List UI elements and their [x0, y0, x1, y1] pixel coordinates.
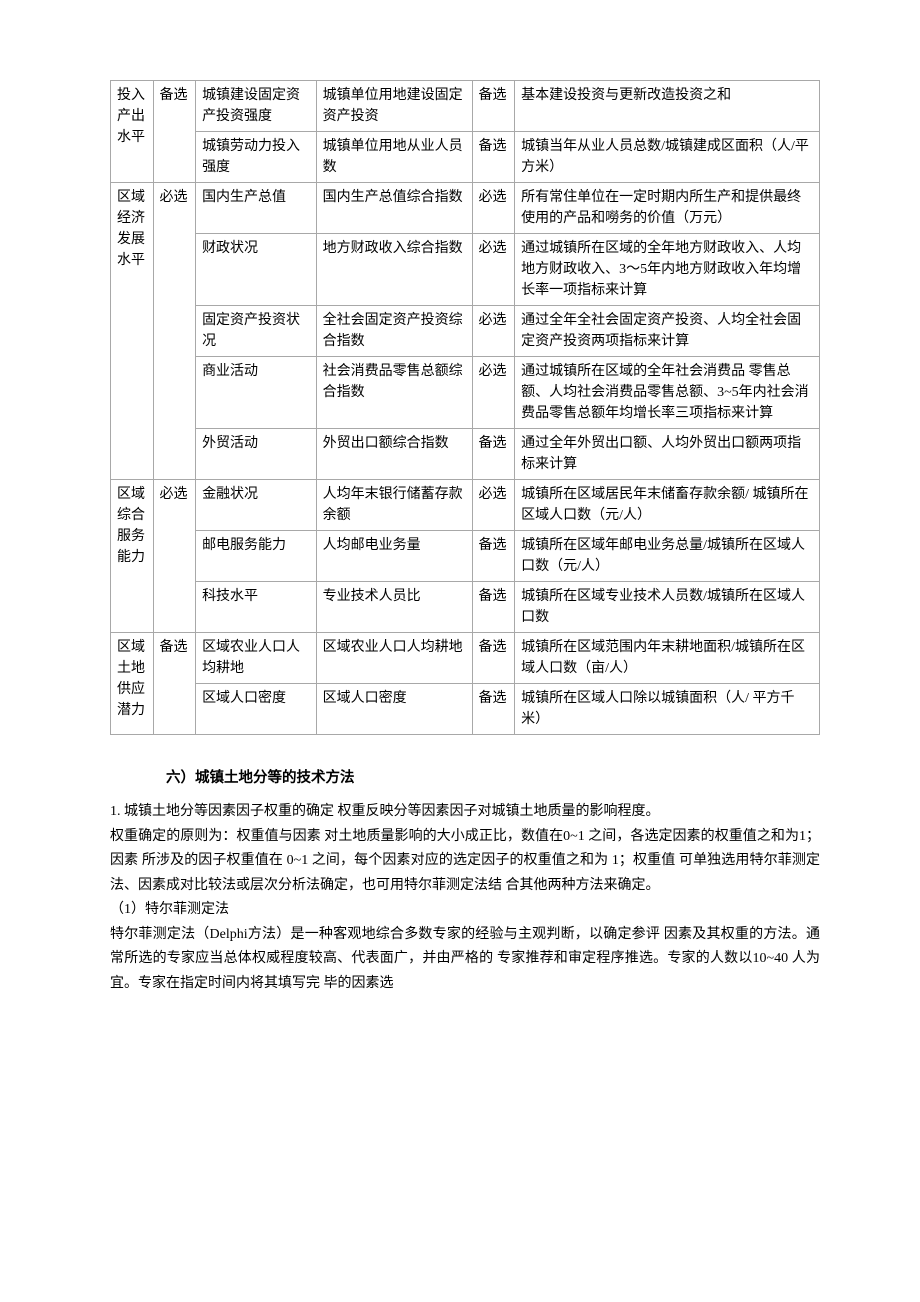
- cell-description: 通过全年全社会固定资产投资、人均全社会固定资产投资两项指标来计算: [515, 306, 820, 357]
- cell-factor: 科技水平: [196, 582, 317, 633]
- cell-index: 区域人口密度: [316, 684, 472, 735]
- cell-select-type: 备选: [153, 633, 196, 735]
- cell-description: 城镇所在区域范围内年末耕地面积/城镇所在区域人口数（亩/人）: [515, 633, 820, 684]
- section-body: 1. 城镇土地分等因素因子权重的确定 权重反映分等因素因子对城镇土地质量的影响程…: [110, 800, 820, 996]
- cell-description: 通过城镇所在区域的全年地方财政收入、人均地方财政收入、3～5年内地方财政收入年均…: [515, 234, 820, 306]
- cell-index: 人均邮电业务量: [316, 531, 472, 582]
- document-page: 投入产出水平备选城镇建设固定资产投资强度城镇单位用地建设固定资产投资备选基本建设…: [0, 0, 920, 1302]
- cell-select2: 必选: [472, 234, 515, 306]
- table-row: 区域综合服务能力必选金融状况人均年末银行储蓄存款余额必选城镇所在区域居民年末储畜…: [111, 480, 820, 531]
- cell-index: 专业技术人员比: [316, 582, 472, 633]
- cell-description: 城镇所在区域居民年末储畜存款余额/ 城镇所在区域人口数（元/人）: [515, 480, 820, 531]
- paragraph-2-head: （1）特尔菲测定法: [110, 898, 820, 923]
- cell-category: 区域综合服务能力: [111, 480, 154, 633]
- cell-description: 所有常住单位在一定时期内所生产和提供最终 使用的产品和嘮务的价值（万元）: [515, 183, 820, 234]
- cell-select2: 必选: [472, 306, 515, 357]
- cell-select2: 必选: [472, 357, 515, 429]
- cell-factor: 外贸活动: [196, 429, 317, 480]
- cell-category: 投入产出水平: [111, 81, 154, 183]
- cell-index: 外贸出口额综合指数: [316, 429, 472, 480]
- cell-select2: 备选: [472, 582, 515, 633]
- cell-factor: 财政状况: [196, 234, 317, 306]
- table-row: 科技水平专业技术人员比备选城镇所在区域专业技术人员数/城镇所在区域人口数: [111, 582, 820, 633]
- table-row: 区域人口密度区域人口密度备选城镇所在区域人口除以城镇面积（人/ 平方千米）: [111, 684, 820, 735]
- cell-category: 区域经济发展水平: [111, 183, 154, 480]
- cell-description: 通过城镇所在区域的全年社会消费品 零售总额、人均社会消费品零售总额、3~5年内社…: [515, 357, 820, 429]
- cell-index: 国内生产总值综合指数: [316, 183, 472, 234]
- cell-factor: 城镇建设固定资产投资强度: [196, 81, 317, 132]
- table-row: 财政状况地方财政收入综合指数必选通过城镇所在区域的全年地方财政收入、人均地方财政…: [111, 234, 820, 306]
- table-row: 外贸活动外贸出口额综合指数备选通过全年外贸出口额、人均外贸出口额两项指标来计算: [111, 429, 820, 480]
- cell-select-type: 备选: [153, 81, 196, 183]
- paragraph-1-body: 权重确定的原则为：权重值与因素 对土地质量影响的大小成正比，数值在0~1 之间，…: [110, 825, 820, 899]
- paragraph-2-body: 特尔菲测定法（Delphi方法）是一种客观地综合多数专家的经验与主观判断，以确定…: [110, 923, 820, 997]
- cell-factor: 国内生产总值: [196, 183, 317, 234]
- cell-factor: 区域农业人口人均耕地: [196, 633, 317, 684]
- section-title: 六）城镇土地分等的技术方法: [166, 767, 820, 790]
- table-row: 固定资产投资状况全社会固定资产投资综合指数必选通过全年全社会固定资产投资、人均全…: [111, 306, 820, 357]
- cell-description: 城镇当年从业人员总数/城镇建成区面积（人/平方米）: [515, 132, 820, 183]
- table-row: 区域经济发展水平必选国内生产总值国内生产总值综合指数必选所有常住单位在一定时期内…: [111, 183, 820, 234]
- paragraph-1-lead: 1. 城镇土地分等因素因子权重的确定 权重反映分等因素因子对城镇土地质量的影响程…: [110, 800, 820, 825]
- table-row: 邮电服务能力人均邮电业务量备选城镇所在区域年邮电业务总量/城镇所在区域人口数（元…: [111, 531, 820, 582]
- cell-select2: 备选: [472, 81, 515, 132]
- cell-factor: 固定资产投资状况: [196, 306, 317, 357]
- cell-category: 区域土地供应潜力: [111, 633, 154, 735]
- cell-select2: 备选: [472, 684, 515, 735]
- cell-description: 基本建设投资与更新改造投资之和: [515, 81, 820, 132]
- cell-description: 城镇所在区域年邮电业务总量/城镇所在区域人口数（元/人）: [515, 531, 820, 582]
- cell-index: 地方财政收入综合指数: [316, 234, 472, 306]
- cell-index: 区域农业人口人均耕地: [316, 633, 472, 684]
- cell-factor: 金融状况: [196, 480, 317, 531]
- table-row: 商业活动社会消费品零售总额综合指数必选通过城镇所在区域的全年社会消费品 零售总额…: [111, 357, 820, 429]
- cell-factor: 邮电服务能力: [196, 531, 317, 582]
- cell-select2: 必选: [472, 183, 515, 234]
- cell-select2: 必选: [472, 480, 515, 531]
- cell-select2: 备选: [472, 633, 515, 684]
- cell-select2: 备选: [472, 531, 515, 582]
- cell-factor: 城镇劳动力投入强度: [196, 132, 317, 183]
- cell-index: 人均年末银行储蓄存款余额: [316, 480, 472, 531]
- indicators-table: 投入产出水平备选城镇建设固定资产投资强度城镇单位用地建设固定资产投资备选基本建设…: [110, 80, 820, 735]
- table-row: 投入产出水平备选城镇建设固定资产投资强度城镇单位用地建设固定资产投资备选基本建设…: [111, 81, 820, 132]
- cell-index: 城镇单位用地从业人员数: [316, 132, 472, 183]
- table-row: 区域土地供应潜力备选区域农业人口人均耕地区域农业人口人均耕地备选城镇所在区域范围…: [111, 633, 820, 684]
- cell-description: 城镇所在区域人口除以城镇面积（人/ 平方千米）: [515, 684, 820, 735]
- cell-select2: 备选: [472, 429, 515, 480]
- cell-index: 全社会固定资产投资综合指数: [316, 306, 472, 357]
- cell-factor: 区域人口密度: [196, 684, 317, 735]
- table-row: 城镇劳动力投入强度城镇单位用地从业人员数备选城镇当年从业人员总数/城镇建成区面积…: [111, 132, 820, 183]
- cell-description: 通过全年外贸出口额、人均外贸出口额两项指标来计算: [515, 429, 820, 480]
- cell-factor: 商业活动: [196, 357, 317, 429]
- cell-select-type: 必选: [153, 183, 196, 480]
- cell-index: 城镇单位用地建设固定资产投资: [316, 81, 472, 132]
- cell-select-type: 必选: [153, 480, 196, 633]
- cell-select2: 备选: [472, 132, 515, 183]
- cell-description: 城镇所在区域专业技术人员数/城镇所在区域人口数: [515, 582, 820, 633]
- cell-index: 社会消费品零售总额综合指数: [316, 357, 472, 429]
